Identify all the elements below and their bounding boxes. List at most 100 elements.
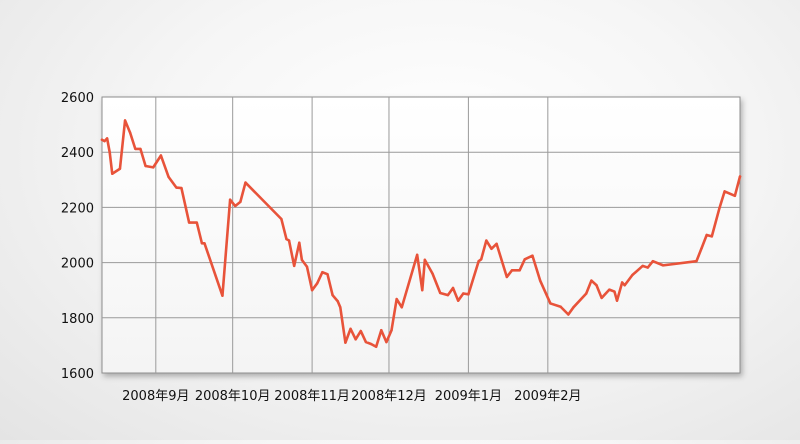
x-axis-labels: 2008年9月 2008年10月 2008年11月 2008年12月 2009年1月 20…: [122, 389, 581, 404]
data-point: [103, 139, 106, 143]
data-point: [733, 194, 737, 198]
data-point: [336, 300, 339, 303]
data-point: [451, 286, 455, 290]
data-point: [723, 190, 726, 193]
data-point: [623, 284, 626, 287]
y-tick-label: 2400: [61, 146, 94, 161]
data-point: [305, 265, 309, 268]
data-point: [423, 258, 427, 262]
data-point: [298, 241, 301, 244]
data-point: [600, 296, 603, 300]
data-point: [595, 284, 598, 287]
data-point: [400, 306, 403, 309]
data-point: [175, 186, 178, 189]
data-point: [105, 137, 109, 140]
data-point: [518, 269, 521, 272]
data-point: [349, 327, 352, 331]
data-point: [326, 272, 329, 276]
data-point: [331, 293, 334, 297]
data-point: [228, 198, 232, 201]
data-point: [244, 181, 247, 184]
data-point: [631, 273, 634, 277]
data-point: [538, 279, 542, 282]
data-point: [128, 131, 132, 135]
data-point: [613, 290, 616, 293]
data-point: [620, 281, 624, 284]
y-tick-label: 1600: [61, 367, 94, 382]
data-point: [572, 306, 575, 309]
data-point: [431, 272, 434, 275]
data-point: [316, 282, 319, 285]
data-point: [380, 329, 383, 332]
data-point: [718, 206, 721, 210]
data-point: [180, 186, 183, 190]
data-point: [221, 294, 224, 297]
data-point: [462, 292, 465, 295]
y-tick-label: 2200: [61, 201, 94, 216]
grid: [102, 97, 740, 373]
data-point: [108, 151, 111, 154]
data-point: [152, 166, 155, 169]
data-point: [364, 340, 368, 344]
data-point: [321, 271, 324, 274]
data-point: [585, 292, 588, 295]
data-point: [287, 239, 291, 242]
data-point: [310, 289, 314, 292]
data-point: [234, 204, 237, 208]
x-tick-label: 2009年2月: [514, 389, 581, 404]
x-tick-label: 2008年11月: [274, 389, 350, 404]
plot-area: [101, 96, 741, 374]
data-point: [467, 293, 470, 296]
x-tick-label: 2009年1月: [435, 389, 502, 404]
data-point: [159, 154, 163, 157]
data-point: [385, 340, 388, 344]
x-tick-label: 2008年9月: [122, 389, 189, 404]
data-point: [590, 279, 593, 282]
data-point: [608, 288, 611, 291]
data-point: [344, 341, 347, 344]
y-tick-label: 2000: [61, 257, 94, 272]
data-point: [421, 289, 424, 292]
y-axis-labels: 1600 1800 2000 2200 2400 2600: [61, 91, 94, 382]
data-point: [354, 338, 357, 341]
data-point: [505, 275, 509, 279]
data-point: [123, 119, 127, 122]
data-point: [531, 254, 534, 257]
data-point: [280, 217, 283, 221]
data-point: [111, 172, 114, 175]
data-point: [705, 233, 708, 237]
data-point: [200, 242, 204, 245]
data-point: [495, 242, 498, 246]
data-point: [374, 345, 378, 348]
data-point: [203, 242, 206, 245]
data-point: [490, 247, 493, 250]
data-point: [549, 302, 552, 305]
data-point: [195, 221, 198, 224]
data-point: [567, 313, 570, 316]
data-point: [559, 305, 562, 308]
data-point: [646, 266, 649, 269]
data-point: [661, 264, 665, 267]
data-point: [651, 260, 655, 263]
data-point: [339, 306, 342, 309]
data-point: [134, 147, 137, 151]
data-point: [477, 260, 480, 263]
data-point: [239, 200, 242, 204]
data-point: [285, 237, 288, 241]
data-point: [300, 258, 304, 262]
data-point: [710, 235, 714, 238]
data-point: [139, 147, 142, 151]
data-point: [415, 253, 419, 257]
x-tick-label: 2008年10月: [195, 389, 271, 404]
data-point: [395, 297, 398, 301]
data-point: [390, 329, 393, 332]
data-point: [480, 258, 483, 261]
data-point: [695, 260, 698, 263]
x-tick-label: 2008年12月: [351, 389, 427, 404]
data-point: [738, 175, 742, 178]
data-point: [485, 239, 488, 242]
data-point: [369, 342, 373, 346]
data-point: [359, 329, 362, 333]
data-point: [456, 299, 460, 302]
